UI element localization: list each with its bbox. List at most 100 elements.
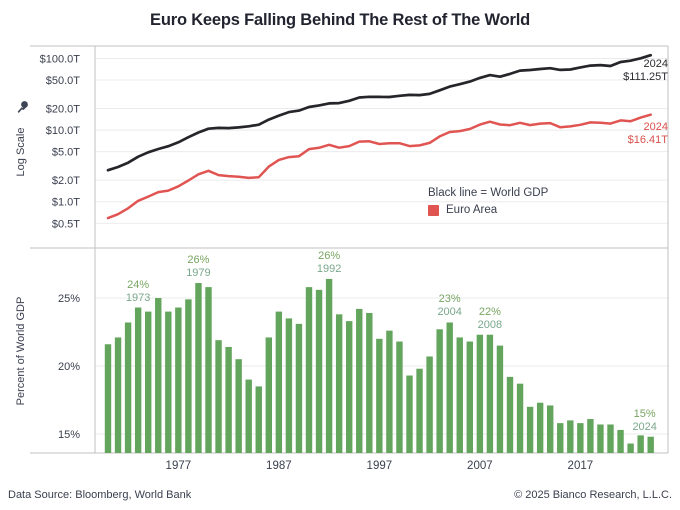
- gdp-share-bar: [145, 311, 152, 453]
- euro-area-end-label: 2024 $16.41T: [628, 121, 668, 147]
- gdp-share-bar: [255, 386, 262, 453]
- gdp-share-bar: [506, 376, 514, 453]
- euro-end-value: $16.41T: [627, 134, 668, 146]
- gdp-share-bar: [647, 436, 654, 453]
- annotation-percent: 26%: [318, 249, 341, 262]
- gdp-share-bar: [185, 299, 192, 453]
- gdp-share-bar: [577, 423, 584, 453]
- gdp-share-bar: [627, 443, 634, 453]
- gdp-share-bar: [235, 359, 242, 453]
- legend: Black line = World GDP Euro Area: [428, 186, 548, 218]
- y-axis-tick-label: $2.0T: [52, 175, 80, 187]
- y-axis-tick-label: $5.0T: [52, 147, 80, 159]
- gdp-share-bar: [205, 287, 212, 453]
- gdp-share-bar: [225, 346, 232, 453]
- gdp-share-bar: [607, 424, 614, 453]
- gdp-share-bar: [114, 337, 122, 453]
- gdp-share-bar: [315, 289, 323, 453]
- log-scale-axis-title: Log Scale: [15, 128, 27, 177]
- bar-annotation: 26% 1992: [297, 250, 361, 276]
- y-axis-tick-label: 25%: [58, 293, 80, 305]
- gdp-share-bar: [195, 283, 202, 453]
- world-gdp-end-label: 2024 $111.25T: [623, 58, 668, 84]
- gdp-share-bar: [386, 330, 393, 453]
- y-axis-tick-label: $50.0T: [46, 75, 81, 87]
- annotation-percent: 15%: [633, 407, 656, 420]
- gdp-share-bar: [416, 368, 423, 453]
- gdp-share-bar: [245, 379, 252, 453]
- gdp-share-bar: [516, 383, 524, 453]
- gdp-share-bar: [346, 321, 353, 453]
- gdp-share-bar: [295, 323, 303, 453]
- gdp-share-bar: [547, 405, 554, 453]
- annotation-year: 2008: [477, 318, 503, 331]
- y-axis-tick-label: $1.0T: [52, 197, 80, 209]
- gdp-share-bar: [285, 318, 293, 453]
- gdp-share-bar: [124, 322, 132, 453]
- gdp-share-bar: [265, 337, 272, 453]
- gdp-share-bar: [557, 423, 564, 453]
- x-axis-tick-label: 1997: [367, 460, 393, 472]
- x-axis-tick-label: 1987: [266, 460, 292, 472]
- gdp-share-bar: [366, 312, 373, 453]
- x-axis-tick-label: 2017: [568, 460, 594, 472]
- gdp-share-bar: [536, 402, 544, 453]
- bar-annotation: 26% 1979: [166, 254, 230, 280]
- annotation-percent: 24%: [127, 278, 150, 291]
- annotation-percent: 26%: [187, 254, 210, 267]
- x-axis-tick-label: 1977: [166, 460, 192, 472]
- bar-annotation: 15% 2024: [613, 408, 677, 434]
- gdp-share-bar: [597, 424, 604, 453]
- euro-area-swatch-icon: [428, 205, 439, 216]
- euro-end-year: 2024: [643, 121, 668, 133]
- y-axis-tick-label: $0.5T: [52, 218, 80, 230]
- annotation-year: 1992: [316, 262, 342, 275]
- gdp-share-bar: [104, 344, 112, 453]
- world-gdp-line: [106, 53, 653, 172]
- euro-area-line: [106, 113, 652, 220]
- gdp-share-bar: [134, 307, 142, 453]
- gdp-share-bar: [526, 406, 534, 453]
- y-axis-tick-label: $100.0T: [40, 54, 81, 66]
- copyright-note: © 2025 Bianco Research, L.L.C.: [514, 489, 672, 501]
- gdp-share-bar: [446, 322, 453, 453]
- gdp-share-bar: [376, 338, 383, 453]
- legend-euro-area: Euro Area: [428, 203, 548, 218]
- pin-icon: [17, 101, 28, 113]
- y-axis-tick-label: 20%: [58, 361, 80, 373]
- gdp-share-bar: [406, 375, 413, 453]
- pin-base: [22, 105, 27, 110]
- bar-annotation: 23% 2004: [418, 293, 482, 319]
- gdp-share-bar: [356, 308, 363, 453]
- gdp-share-bar: [587, 419, 594, 453]
- legend-world-gdp: Black line = World GDP: [428, 187, 549, 199]
- gdp-share-bar: [436, 329, 443, 453]
- x-axis-tick-label: 2007: [467, 460, 493, 472]
- annotation-year: 2004: [437, 306, 462, 319]
- annotation-percent: 22%: [478, 305, 501, 318]
- gdp-share-bar: [215, 340, 222, 453]
- gdp-share-bar: [476, 334, 484, 453]
- gdp-share-bar: [305, 287, 313, 453]
- y-axis-tick-label: $10.0T: [46, 125, 81, 137]
- gdp-share-bar: [155, 298, 162, 453]
- legend-euro-area-label: Euro Area: [446, 204, 498, 216]
- gdp-share-bar: [486, 334, 494, 453]
- gdp-share-bar: [325, 278, 333, 453]
- pin-needle: [17, 107, 23, 113]
- data-source-note: Data Source: Bloomberg, World Bank: [8, 489, 192, 501]
- gdp-share-bar: [456, 337, 463, 453]
- world-end-value: $111.25T: [623, 71, 668, 83]
- annotation-percent: 23%: [438, 293, 461, 306]
- annotation-year: 2024: [632, 420, 657, 433]
- gdp-share-bar: [335, 314, 343, 453]
- y-axis-tick-label: 15%: [58, 429, 80, 441]
- gdp-share-bar: [496, 345, 504, 453]
- gdp-share-bar: [466, 341, 473, 453]
- gdp-share-bar: [426, 356, 433, 453]
- world-end-year: 2024: [643, 58, 668, 70]
- gdp-share-bar: [567, 420, 574, 453]
- gdp-share-bar: [275, 311, 283, 453]
